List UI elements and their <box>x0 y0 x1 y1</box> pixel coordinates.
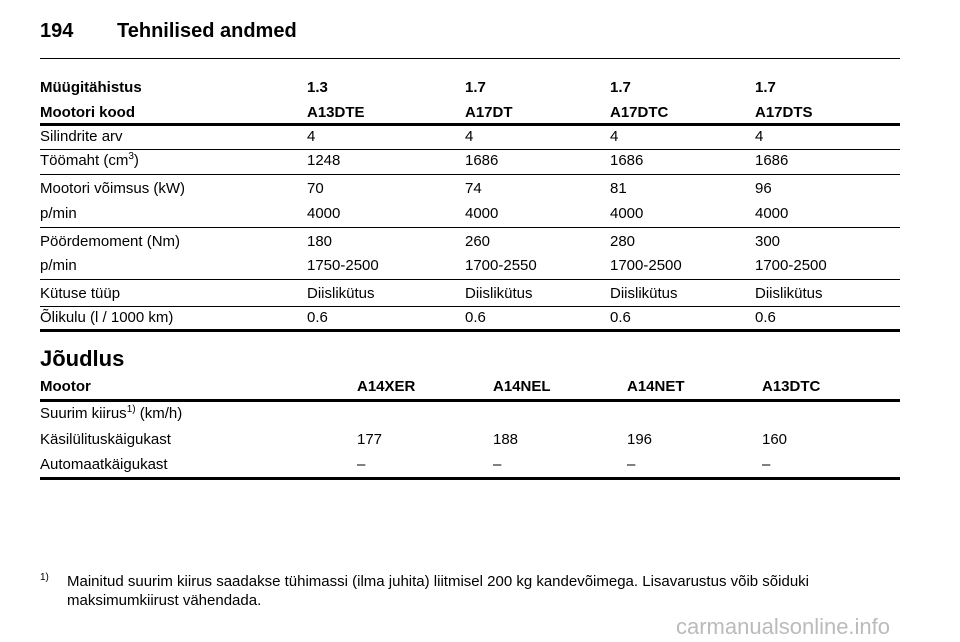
cell: 4000 <box>610 205 644 222</box>
header-rule <box>40 58 900 59</box>
cell: 4 <box>610 128 619 145</box>
cell: 1700-2500 <box>610 257 682 274</box>
cell: A13DTC <box>762 378 821 395</box>
cell: p/min <box>40 205 77 222</box>
watermark: carmanualsonline.info <box>676 614 891 639</box>
cell: Mootori võimsus (kW) <box>40 180 186 197</box>
page-title: Tehnilised andmed <box>117 20 297 42</box>
cell-text: Suurim kiirus <box>40 405 127 422</box>
table-rule <box>40 227 900 228</box>
cell: Diislikütus <box>465 285 533 302</box>
cell: 81 <box>610 180 627 197</box>
cell: 4 <box>307 128 316 145</box>
footnote-text: Mainitud suurim kiirus saadakse tühimass… <box>67 573 809 609</box>
cell: – <box>627 456 636 473</box>
cell: 1700-2550 <box>465 257 537 274</box>
cell: 1700-2500 <box>755 257 827 274</box>
cell: 70 <box>307 180 324 197</box>
cell: 1.7 <box>610 79 631 96</box>
cell: 1686 <box>465 152 499 169</box>
table-rule <box>40 123 900 126</box>
cell: p/min <box>40 257 77 274</box>
table-rule <box>40 149 900 150</box>
superscript: 1) <box>126 404 136 415</box>
page-number: 194 <box>40 20 74 42</box>
cell: – <box>762 456 771 473</box>
cell: Diislikütus <box>610 285 678 302</box>
cell: A17DT <box>465 104 513 121</box>
cell: Diislikütus <box>307 285 375 302</box>
cell: Kütuse tüüp <box>40 285 121 302</box>
section-title: Jõudlus <box>40 346 125 371</box>
cell: 4 <box>465 128 474 145</box>
cell: Suurim kiirus1) (km/h) <box>40 405 182 423</box>
cell: 4000 <box>307 205 341 222</box>
cell: 0.6 <box>465 309 486 326</box>
cell-text: ) <box>133 152 139 169</box>
cell: 0.6 <box>755 309 776 326</box>
cell: Õlikulu (l / 1000 km) <box>40 309 174 326</box>
table-rule <box>40 279 900 280</box>
cell: 1.3 <box>307 79 328 96</box>
cell: 300 <box>755 233 781 250</box>
table-rule <box>40 477 900 480</box>
table-rule <box>40 174 900 175</box>
cell: 188 <box>493 431 519 448</box>
cell: 1.7 <box>465 79 486 96</box>
cell: Pöördemoment (Nm) <box>40 233 181 250</box>
cell: 0.6 <box>610 309 631 326</box>
cell: Müügitähistus <box>40 79 142 96</box>
table-rule <box>40 329 900 332</box>
cell: A14XER <box>357 378 416 395</box>
cell: – <box>357 456 366 473</box>
cell: Diislikütus <box>755 285 823 302</box>
cell: Töömaht (cm3) <box>40 152 139 170</box>
table-rule <box>40 399 900 402</box>
cell: 160 <box>762 431 788 448</box>
cell: 180 <box>307 233 333 250</box>
cell: 260 <box>465 233 491 250</box>
cell: 1686 <box>755 152 789 169</box>
cell: 1750-2500 <box>307 257 379 274</box>
cell: A14NET <box>627 378 685 395</box>
cell: 280 <box>610 233 636 250</box>
cell: A14NEL <box>493 378 551 395</box>
cell: A17DTC <box>610 104 669 121</box>
cell: 96 <box>755 180 772 197</box>
cell: A17DTS <box>755 104 813 121</box>
cell: Mootori kood <box>40 104 135 121</box>
cell-text: Töömaht (cm <box>40 152 129 169</box>
cell: 74 <box>465 180 482 197</box>
footnote-mark: 1) <box>40 572 49 583</box>
cell: 1248 <box>307 152 341 169</box>
cell: Silindrite arv <box>40 128 123 145</box>
cell: 177 <box>357 431 383 448</box>
cell: A13DTE <box>307 104 365 121</box>
cell: – <box>493 456 502 473</box>
superscript: 3 <box>128 151 134 162</box>
cell: 4000 <box>755 205 789 222</box>
cell: 1686 <box>610 152 644 169</box>
table-rule <box>40 306 900 307</box>
cell: Käsilülituskäigukast <box>40 431 171 448</box>
cell: Mootor <box>40 378 91 395</box>
cell: 4 <box>755 128 764 145</box>
cell: 4000 <box>465 205 499 222</box>
cell: 1.7 <box>755 79 776 96</box>
cell: Automaatkäigukast <box>40 456 168 473</box>
cell: 0.6 <box>307 309 328 326</box>
cell: 196 <box>627 431 653 448</box>
cell-text: (km/h) <box>135 405 183 422</box>
